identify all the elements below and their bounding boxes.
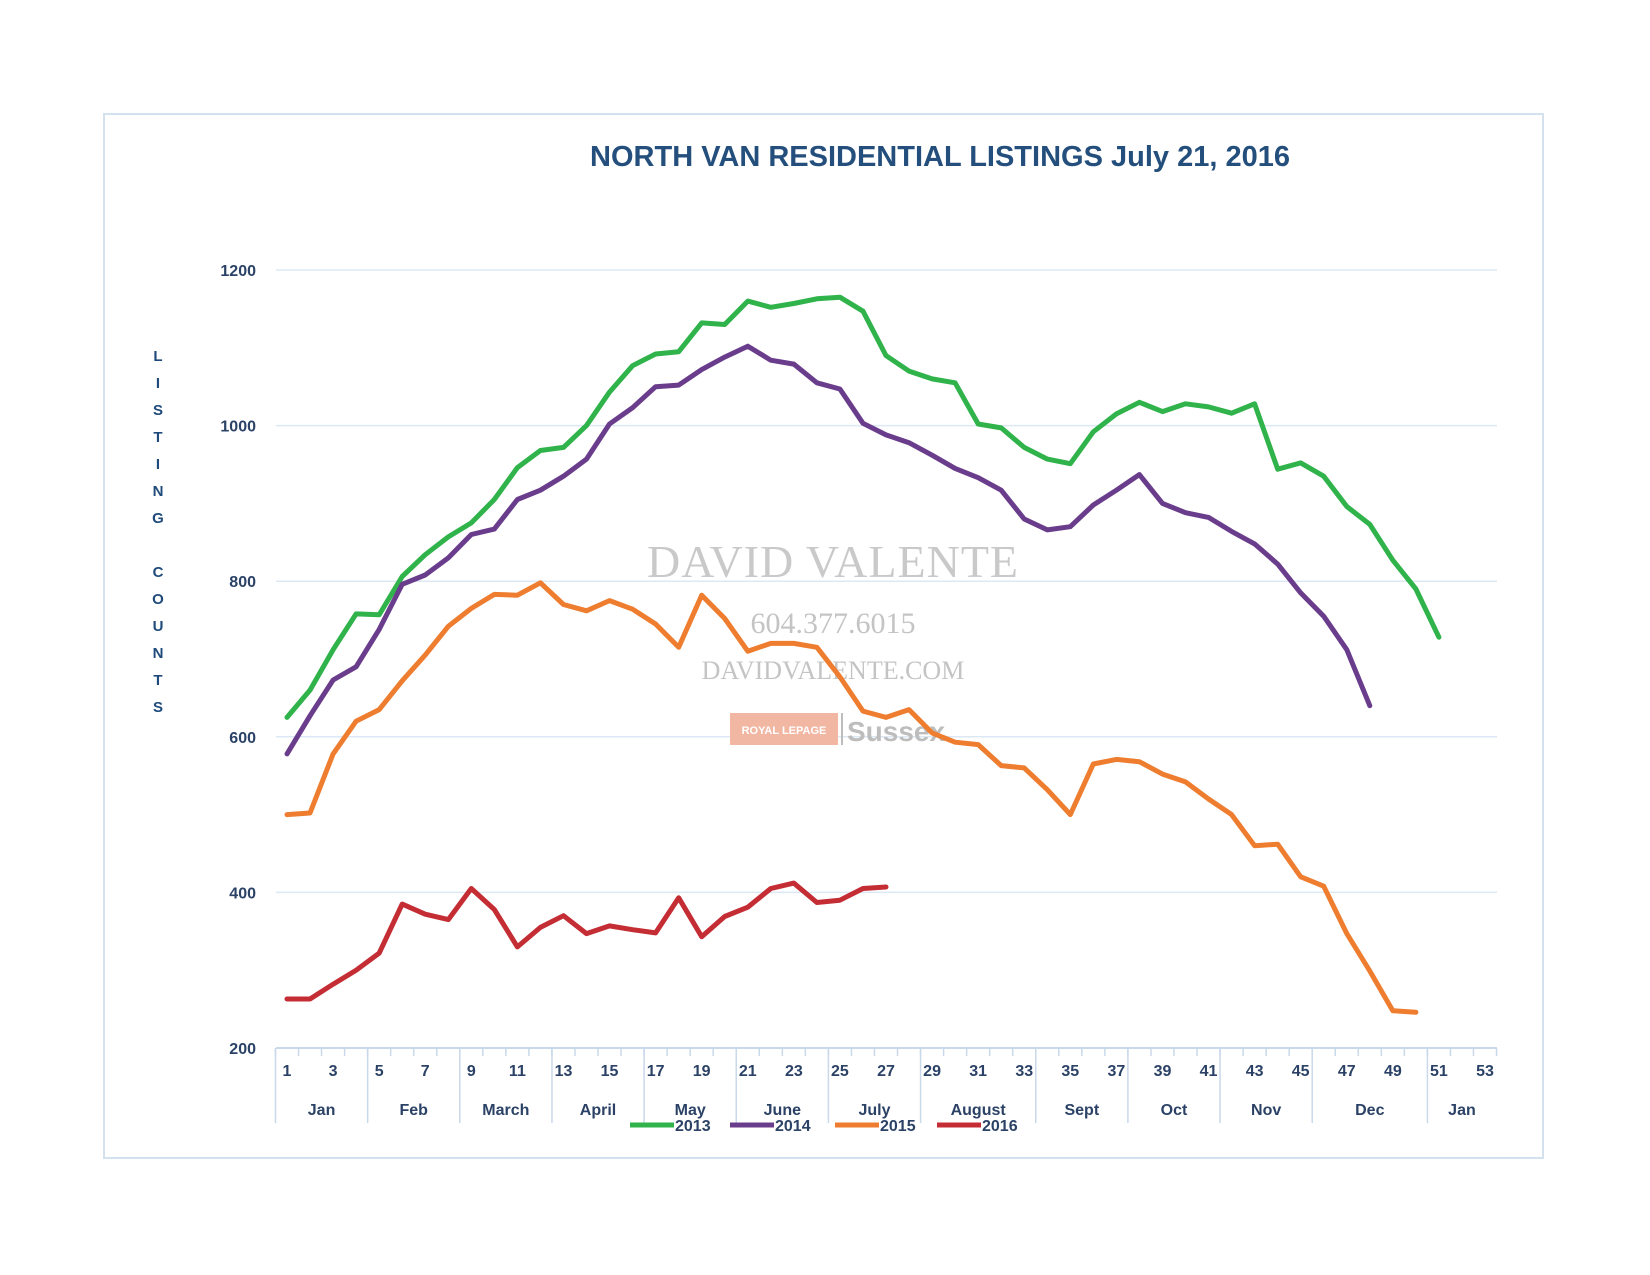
month-label: Feb	[399, 1102, 428, 1119]
y-axis-label-letter: G	[152, 510, 164, 527]
y-axis-label-letter: N	[153, 645, 164, 662]
x-tick-label: 17	[647, 1063, 665, 1080]
month-label: Dec	[1355, 1102, 1384, 1119]
y-tick-label: 400	[229, 885, 256, 902]
watermark-brand-badge: ROYAL LEPAGE	[742, 725, 827, 737]
month-label: Oct	[1161, 1102, 1188, 1119]
x-tick-label: 37	[1107, 1063, 1125, 1080]
y-axis-label-letter: S	[153, 402, 163, 419]
month-label: Jan	[308, 1102, 336, 1119]
watermark-phone: 604.377.6015	[751, 607, 916, 640]
x-tick-label: 7	[421, 1063, 430, 1080]
x-tick-label: 47	[1338, 1063, 1356, 1080]
legend-label-2015: 2015	[880, 1118, 916, 1135]
legend-label-2014: 2014	[775, 1118, 811, 1135]
y-axis-label-letter: L	[153, 348, 162, 365]
series-line-2013	[284, 294, 1442, 720]
month-label: April	[580, 1102, 616, 1119]
watermark-name: DAVID VALENTE	[647, 536, 1019, 587]
x-tick-label: 5	[375, 1063, 384, 1080]
month-label: July	[858, 1102, 890, 1119]
x-tick-label: 51	[1430, 1063, 1448, 1080]
x-tick-label: 23	[785, 1063, 803, 1080]
x-tick-label: 39	[1154, 1063, 1172, 1080]
y-tick-label: 800	[229, 574, 256, 591]
x-tick-label: 43	[1246, 1063, 1264, 1080]
y-axis-label-letter: U	[153, 618, 164, 635]
x-tick-label: 13	[555, 1063, 573, 1080]
chart-title: NORTH VAN RESIDENTIAL LISTINGS July 21, …	[590, 141, 1290, 173]
y-axis-label-letter: I	[156, 456, 160, 473]
x-tick-label: 53	[1476, 1063, 1494, 1080]
x-tick-label: 35	[1061, 1063, 1079, 1080]
legend-label-2013: 2013	[675, 1118, 711, 1135]
x-tick-label: 15	[601, 1063, 619, 1080]
x-tick-label: 27	[877, 1063, 895, 1080]
y-axis-label-letter: T	[153, 672, 162, 689]
x-tick-label: 31	[969, 1063, 987, 1080]
x-tick-label: 33	[1015, 1063, 1033, 1080]
series-line-2014	[284, 343, 1373, 757]
month-label: June	[764, 1102, 801, 1119]
x-tick-label: 1	[283, 1063, 292, 1080]
y-axis: 200 400 600 800 1000 1200	[220, 263, 256, 1058]
y-axis-label-letter: I	[156, 375, 160, 392]
x-tick-label: 25	[831, 1063, 849, 1080]
gridlines	[276, 269, 1497, 894]
legend: 2013 2014 2015 2016	[630, 1118, 1018, 1135]
watermark: DAVID VALENTE 604.377.6015 DAVIDVALENTE.…	[647, 536, 1019, 747]
month-label: August	[951, 1102, 1007, 1119]
x-axis: 1 3 5 7 9 11 13 15 17 19 21 23 25 27 29 31 33 35 37 39 41 43 4…	[274, 1047, 1498, 1123]
month-label: Jan	[1448, 1102, 1476, 1119]
x-tick-label: 41	[1200, 1063, 1218, 1080]
x-tick-label: 3	[329, 1063, 338, 1080]
x-tick-label: 29	[923, 1063, 941, 1080]
x-tick-label: 11	[509, 1063, 526, 1080]
x-tick-label: 49	[1384, 1063, 1402, 1080]
month-label: May	[675, 1102, 706, 1119]
x-tick-label: 45	[1292, 1063, 1310, 1080]
month-label: March	[482, 1102, 529, 1119]
x-tick-label: 19	[693, 1063, 711, 1080]
y-axis-label-letter: N	[153, 483, 164, 500]
x-tick-label: 9	[467, 1063, 476, 1080]
y-tick-label: 600	[229, 730, 256, 747]
legend-label-2016: 2016	[982, 1118, 1018, 1135]
y-axis-label-letter: T	[153, 429, 162, 446]
y-tick-label: 200	[229, 1041, 256, 1058]
series-line-2015	[284, 580, 1419, 1015]
month-label: Nov	[1251, 1102, 1281, 1119]
y-tick-label: 1200	[220, 263, 256, 280]
series	[284, 294, 1442, 1015]
royal-lepage-badge	[730, 713, 838, 745]
month-label: Sept	[1064, 1102, 1099, 1119]
y-tick-label: 1000	[220, 419, 256, 436]
x-tick-label: 21	[739, 1063, 757, 1080]
y-axis-label-letter: C	[153, 564, 164, 581]
series-line-2016	[284, 880, 889, 1002]
y-axis-label-letter: S	[153, 699, 163, 716]
y-axis-label-letter: O	[152, 591, 164, 608]
